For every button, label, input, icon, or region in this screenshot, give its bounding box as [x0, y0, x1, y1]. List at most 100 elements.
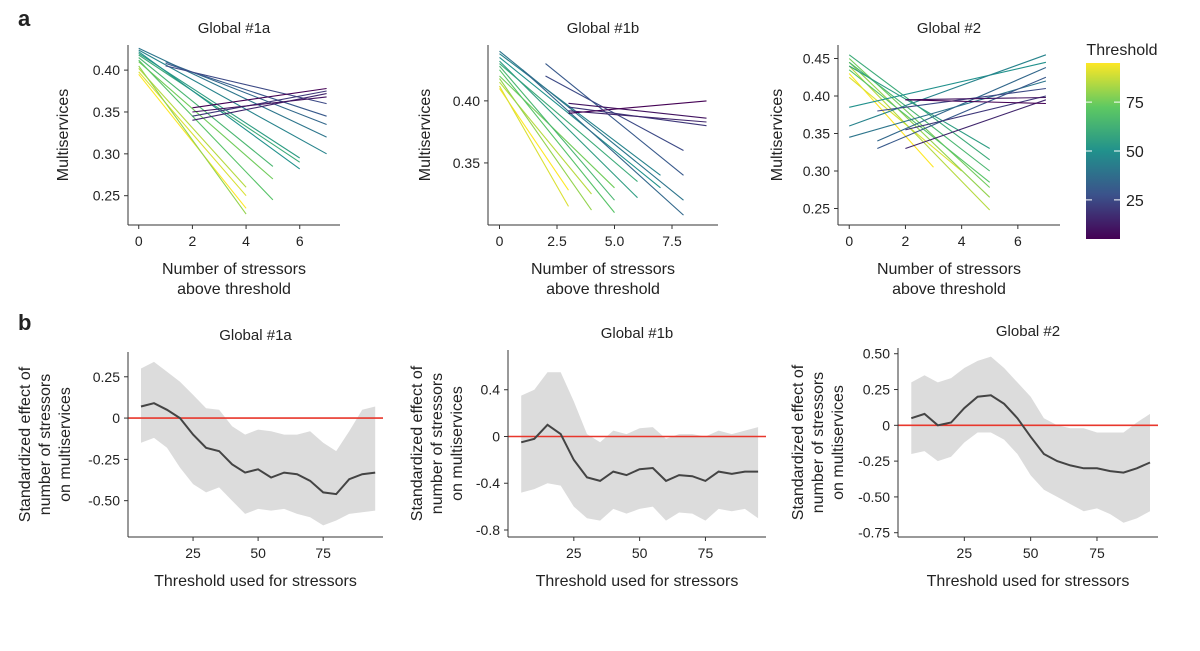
x-tick-label: 50 — [250, 545, 266, 561]
threshold-line — [138, 51, 301, 170]
y-tick-label: 0.40 — [93, 62, 120, 78]
chart-title: Global #1b — [601, 325, 674, 342]
chart-1: Global #1a 0 2 4 6 0.25 0.30 0.35 0.40 Number of … — [55, 20, 340, 298]
threshold-line — [499, 78, 592, 211]
threshold-line — [849, 54, 1047, 127]
confidence-band — [911, 356, 1150, 523]
threshold-line — [499, 65, 615, 201]
threshold-line — [522, 69, 684, 216]
threshold-line — [568, 100, 707, 114]
colorbar-title: Threshold — [1086, 42, 1157, 59]
y-axis-label: number of stressors — [37, 374, 54, 515]
y-axis-label: on multiservices — [449, 386, 466, 501]
threshold-line — [192, 93, 327, 121]
threshold-line — [848, 65, 990, 149]
y-tick-label: 0.25 — [863, 382, 890, 398]
y-tick-label: 0.40 — [453, 93, 480, 109]
threshold-line — [138, 65, 247, 215]
y-tick-label: 0.30 — [93, 146, 120, 162]
effect-line — [140, 402, 376, 496]
threshold-line — [568, 102, 707, 119]
threshold-line — [192, 87, 327, 109]
threshold-line — [905, 96, 1046, 101]
colorbar-tick-label: 25 — [1126, 193, 1144, 210]
chart-5: Global #1b 25 50 75 -0.8 -0.4 0 0.4 Threshold us… — [409, 325, 766, 590]
y-tick-label: 0.40 — [803, 88, 830, 104]
y-tick-label: 0.25 — [93, 369, 120, 385]
y-tick-label: -0.50 — [88, 493, 120, 509]
x-tick-label: 4 — [242, 233, 250, 249]
y-tick-label: -0.50 — [858, 489, 890, 505]
y-axis-label: on multiservices — [830, 385, 847, 500]
y-axis-label: Multiservices — [55, 89, 72, 181]
effect-line — [910, 394, 1151, 474]
y-tick-label: 0.4 — [481, 382, 501, 398]
x-tick-label: 6 — [296, 233, 304, 249]
y-axis-label: number of stressors — [810, 372, 827, 513]
y-axis-label: Multiservices — [769, 89, 786, 181]
y-tick-label: 0.25 — [93, 188, 120, 204]
x-tick-label: 0 — [135, 233, 143, 249]
threshold-line — [499, 53, 661, 176]
y-tick-label: -0.25 — [88, 451, 120, 467]
y-tick-label: 0.45 — [803, 51, 830, 67]
x-tick-label: 4 — [958, 233, 966, 249]
x-tick-label: 6 — [1014, 233, 1022, 249]
colorbar: Threshold 25 50 75 — [1086, 42, 1158, 239]
chart-title: Global #1a — [219, 327, 292, 344]
threshold-line — [848, 65, 991, 211]
threshold-line — [877, 66, 1047, 142]
threshold-line — [138, 73, 247, 209]
x-axis-label: Number of stressors — [877, 261, 1021, 278]
chart-4: Global #1a 25 50 75 -0.50 -0.25 0 0.25 Threshold… — [17, 327, 383, 590]
threshold-line — [545, 63, 684, 176]
y-tick-label: 0.35 — [803, 126, 830, 142]
y-tick-label: -0.8 — [476, 522, 500, 538]
threshold-line — [499, 56, 661, 189]
x-tick-label: 75 — [698, 545, 714, 561]
y-tick-label: 0.25 — [803, 201, 830, 217]
y-tick-label: 0.35 — [93, 104, 120, 120]
threshold-line — [499, 60, 638, 199]
chart-title: Global #1b — [567, 20, 640, 37]
threshold-line — [192, 96, 327, 113]
y-tick-label: 0 — [112, 410, 120, 426]
chart-6: Global #2 25 50 75 -0.75 -0.50 -0.25 0 0.25 0.50 T… — [790, 323, 1158, 590]
x-axis-label: Threshold used for stressors — [927, 573, 1130, 590]
chart-2: Global #1b 0 2.5 5.0 7.5 0.35 0.40 Number of st… — [417, 20, 718, 298]
x-tick-label: 0 — [845, 233, 853, 249]
x-tick-label: 2.5 — [547, 233, 567, 249]
threshold-line — [848, 61, 991, 198]
threshold-line — [138, 57, 274, 167]
threshold-line — [499, 69, 615, 213]
x-tick-label: 50 — [1023, 545, 1039, 561]
x-tick-label: 75 — [1089, 545, 1105, 561]
threshold-line — [877, 76, 1047, 150]
x-tick-label: 25 — [185, 545, 201, 561]
threshold-line — [905, 99, 1046, 105]
x-tick-label: 50 — [632, 545, 648, 561]
threshold-line — [568, 110, 707, 123]
x-tick-label: 2 — [902, 233, 910, 249]
x-axis-label: Number of stressors — [162, 261, 306, 278]
y-tick-label: 0.30 — [803, 163, 830, 179]
threshold-line — [138, 71, 247, 197]
y-axis-label: Standardized effect of — [17, 366, 34, 522]
y-axis-label: number of stressors — [429, 373, 446, 514]
panel-label-a: a — [18, 6, 31, 31]
y-tick-label: 0 — [882, 417, 890, 433]
chart-title: Global #2 — [996, 323, 1060, 340]
threshold-line — [905, 95, 1047, 131]
x-tick-label: 0 — [496, 233, 504, 249]
chart-title: Global #1a — [198, 20, 271, 37]
threshold-line — [849, 80, 1047, 138]
confidence-band — [521, 372, 759, 521]
colorbar-tick-label: 75 — [1126, 95, 1144, 112]
x-axis-label: above threshold — [892, 281, 1006, 298]
x-tick-label: 5.0 — [605, 233, 625, 249]
threshold-line — [877, 87, 1046, 112]
confidence-band — [141, 361, 376, 526]
y-tick-label: -0.4 — [476, 475, 500, 491]
threshold-line — [138, 59, 274, 201]
